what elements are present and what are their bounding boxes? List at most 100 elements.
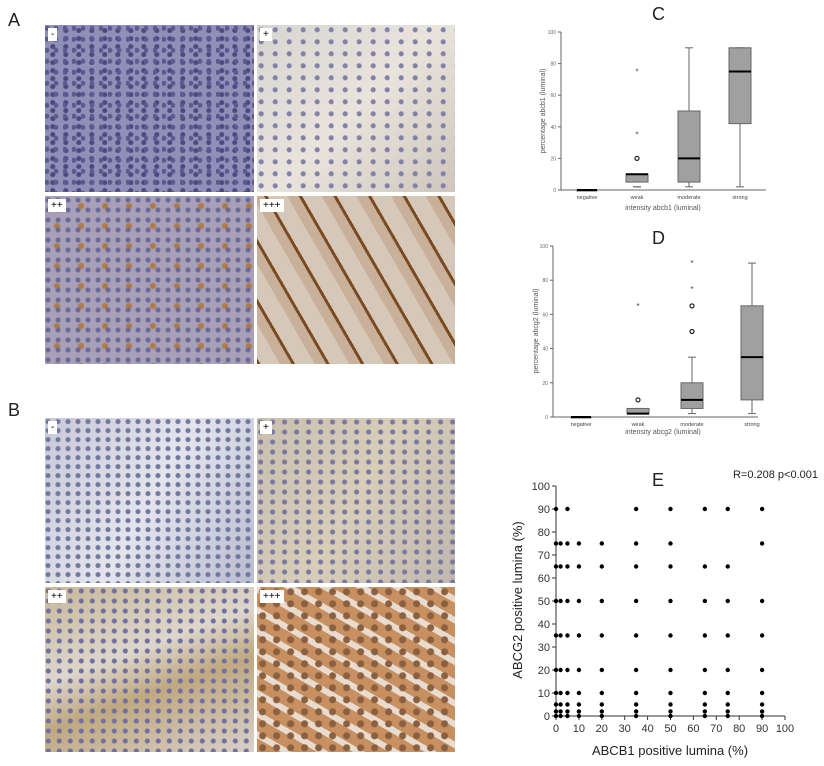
scatter-point: [553, 709, 559, 714]
scatter-point: [668, 564, 673, 569]
x-tick-label: 80: [733, 723, 745, 735]
y-tick-label: 50: [538, 596, 550, 608]
scatter-point: [558, 709, 563, 714]
x-tick-label: 70: [710, 723, 722, 735]
y-tick-label: 100: [540, 244, 549, 250]
scatter-point: [599, 541, 604, 546]
micrograph-abcb1-strong: +++: [257, 196, 455, 364]
scatter-point: [725, 598, 730, 604]
scatter-point: [558, 702, 563, 707]
chart-c-ylabel: percentage abcb1 (luminal): [540, 69, 547, 154]
scatter-point: [759, 702, 765, 707]
x-tick-label: moderate: [677, 195, 700, 201]
y-tick-label: 40: [538, 619, 550, 631]
x-tick-label: strong: [732, 195, 747, 201]
scatter-point: [565, 690, 570, 696]
scatter-point: [725, 690, 730, 696]
scatter-point: [576, 702, 582, 707]
scatter-point: [553, 667, 559, 673]
micrograph-abcg2-strong: +++: [257, 587, 455, 752]
scatter-point: [633, 633, 639, 638]
scatter-point: [553, 633, 559, 638]
scatter-point: [553, 506, 559, 512]
scatter-point: [633, 506, 639, 512]
micrograph-abcb1-weak: +: [257, 25, 455, 192]
scatter-point: [599, 598, 604, 604]
y-tick-label: 90: [538, 504, 550, 516]
scatter-point: [565, 633, 570, 638]
scatter-point: [702, 598, 708, 604]
y-tick-label: 40: [550, 125, 556, 131]
scatter-point: [633, 690, 639, 696]
intensity-tag: -: [48, 421, 58, 434]
y-tick-label: 20: [542, 381, 548, 387]
scatter-point: [633, 702, 639, 707]
scatter-point: [702, 506, 708, 512]
scatter-point: [576, 667, 582, 673]
scatter-point: [668, 598, 673, 604]
scatter-point: [599, 702, 604, 707]
scatter-point: [553, 702, 559, 707]
scatter-point: [599, 713, 604, 719]
scatter-point: [725, 564, 730, 569]
scatter-point: [576, 541, 582, 546]
chart-e-annotation: R=0.208 p<0.001: [733, 469, 818, 481]
chart-d-ylabel: percentage abcg2 (luminal): [533, 289, 540, 374]
scatter-point: [558, 633, 563, 638]
scatter-point: [702, 709, 708, 714]
scatter-point: [725, 633, 730, 638]
scatter-point: [668, 506, 673, 512]
outlier-circle: [689, 328, 695, 335]
box: [625, 173, 649, 183]
scatter-point: [553, 713, 559, 719]
scatter-point: [633, 598, 639, 604]
outlier-circle: [689, 303, 695, 309]
micrograph-abcg2-negative: -: [45, 418, 254, 583]
x-tick-label: weak: [631, 422, 645, 428]
intensity-tag: ++: [48, 199, 66, 212]
x-tick-label: negative: [571, 422, 592, 428]
outlier-star: *: [635, 131, 638, 140]
y-tick-label: 30: [538, 642, 550, 654]
x-tick-label: 30: [619, 723, 631, 735]
micrograph-abcg2-weak: +: [257, 418, 455, 583]
scatter-point: [565, 713, 570, 719]
scatter-point: [576, 709, 582, 714]
scatter-point: [725, 713, 730, 719]
outlier-star: *: [690, 285, 693, 294]
scatter-point: [725, 667, 730, 673]
x-tick-label: 100: [776, 723, 794, 735]
y-tick-label: 60: [550, 93, 556, 99]
x-tick-label: 0: [553, 723, 559, 735]
y-tick-label: 100: [532, 481, 550, 493]
scatter-point: [759, 690, 765, 696]
chart-d-xlabel: intensity abcg2 (luminal): [625, 429, 700, 436]
scatter-point: [599, 709, 604, 714]
scatter-point: [565, 667, 570, 673]
y-tick-label: 0: [553, 188, 556, 194]
scatter-point: [558, 598, 563, 604]
micrograph-abcg2-moderate: ++: [45, 587, 254, 752]
scatter-point: [702, 713, 708, 719]
scatter-point: [633, 541, 639, 546]
scatter-point: [599, 690, 604, 696]
scatter-point: [759, 506, 765, 512]
scatter-point: [576, 690, 582, 696]
scatter-point: [702, 702, 708, 707]
y-tick-label: 0: [544, 711, 550, 723]
scatter-point: [668, 667, 673, 673]
outlier-star: *: [690, 259, 693, 268]
panel-label-e: E: [652, 470, 665, 490]
y-tick-label: 0: [545, 415, 548, 421]
scatter-point: [702, 690, 708, 696]
x-tick-label: 50: [664, 723, 676, 735]
scatter-point: [759, 598, 765, 604]
scatter-point: [725, 709, 730, 714]
x-tick-label: strong: [744, 422, 759, 428]
scatter-point: [558, 541, 563, 546]
scatter-point: [553, 598, 559, 604]
scatter-point: [633, 667, 639, 673]
outlier-circle: [635, 397, 641, 403]
panel-label-d: D: [652, 228, 665, 248]
scatter-point: [565, 506, 570, 512]
